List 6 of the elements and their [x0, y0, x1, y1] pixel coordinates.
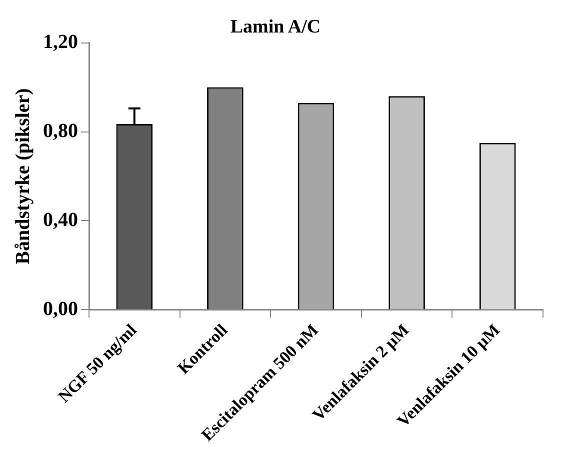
chart-title: Lamin A/C [230, 16, 321, 38]
y-axis-title: Båndstyrke (piksler) [12, 88, 34, 264]
y-tick-label: 0,00 [43, 298, 78, 320]
y-tick-label: 1,20 [43, 30, 78, 53]
y-tick-label: 0,40 [43, 208, 78, 231]
y-tick-label: 0,80 [43, 120, 78, 142]
